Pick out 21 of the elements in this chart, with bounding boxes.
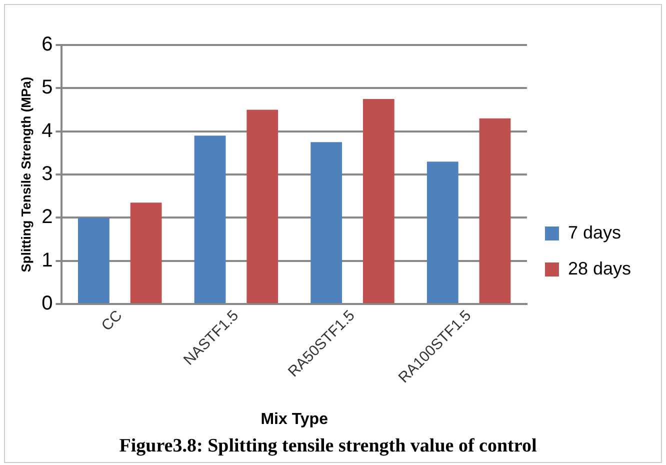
y-tick-label: 5: [42, 76, 53, 99]
x-axis-title: Mix Type: [260, 411, 328, 428]
y-tick-label: 4: [42, 120, 53, 142]
y-axis-title: Splitting Tensile Strength (MPa): [18, 76, 34, 272]
y-tick-label: 1: [42, 249, 53, 272]
bar: [479, 118, 511, 304]
bar: [130, 202, 162, 304]
y-tick-label: 3: [42, 163, 53, 186]
legend-label: 28 days: [568, 258, 632, 278]
y-tick-label: 0: [42, 292, 53, 315]
bar: [194, 136, 226, 304]
text: Figure3.8: Splitting tensile strength value of control: [119, 436, 537, 457]
legend-label: 7 days: [568, 222, 622, 242]
bar: [426, 162, 458, 304]
bar: [362, 98, 394, 304]
y-tick-label: 6: [42, 34, 53, 56]
bar: [78, 218, 110, 304]
y-tick-label: 2: [42, 206, 53, 228]
bar: [310, 142, 342, 304]
bar: [246, 110, 278, 304]
x-tick-label: CC: [98, 307, 126, 335]
